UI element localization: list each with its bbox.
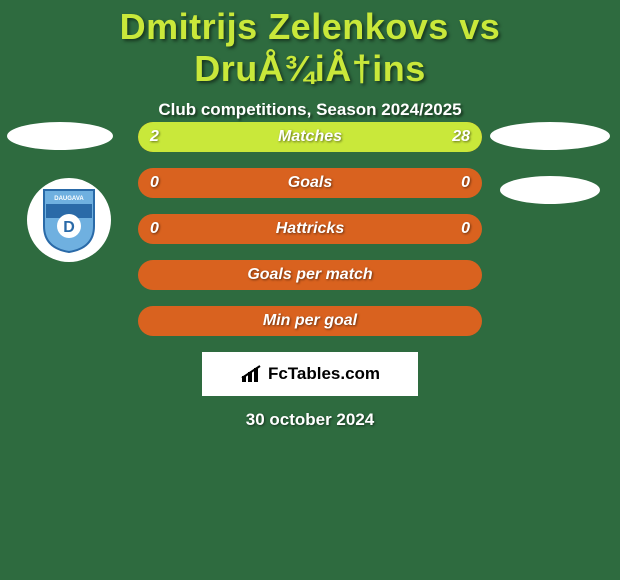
stat-row: 228Matches [138,122,482,152]
stat-label: Matches [138,122,482,152]
stat-label: Min per goal [138,306,482,336]
stat-label: Hattricks [138,214,482,244]
stats-container: 228Matches 00Goals 00Hattricks Goals per ma… [138,122,482,352]
player-photo-placeholder-right-2 [500,176,600,204]
badge-letter: D [63,219,75,236]
date-label: 30 october 2024 [0,410,620,430]
stat-row: Goals per match [138,260,482,290]
club-badge: DAUGAVA D [27,178,111,262]
stat-row: 00Hattricks [138,214,482,244]
badge-top-text: DAUGAVA [54,196,84,202]
page-subtitle: Club competitions, Season 2024/2025 [0,100,620,120]
stat-label: Goals [138,168,482,198]
bars-icon [240,364,264,384]
infographic-root: Dmitrijs Zelenkovs vs DruÅ¾iÅ†ins Club c… [0,0,620,580]
brand-badge: FcTables.com [202,352,418,396]
player-photo-placeholder-right-1 [490,122,610,150]
brand-label: FcTables.com [240,364,380,384]
page-title: Dmitrijs Zelenkovs vs DruÅ¾iÅ†ins [0,0,620,90]
brand-text: FcTables.com [268,364,380,384]
player-photo-placeholder-left-1 [7,122,113,150]
shield-icon: DAUGAVA D [40,186,98,254]
stat-label: Goals per match [138,260,482,290]
stat-row: 00Goals [138,168,482,198]
stat-row: Min per goal [138,306,482,336]
